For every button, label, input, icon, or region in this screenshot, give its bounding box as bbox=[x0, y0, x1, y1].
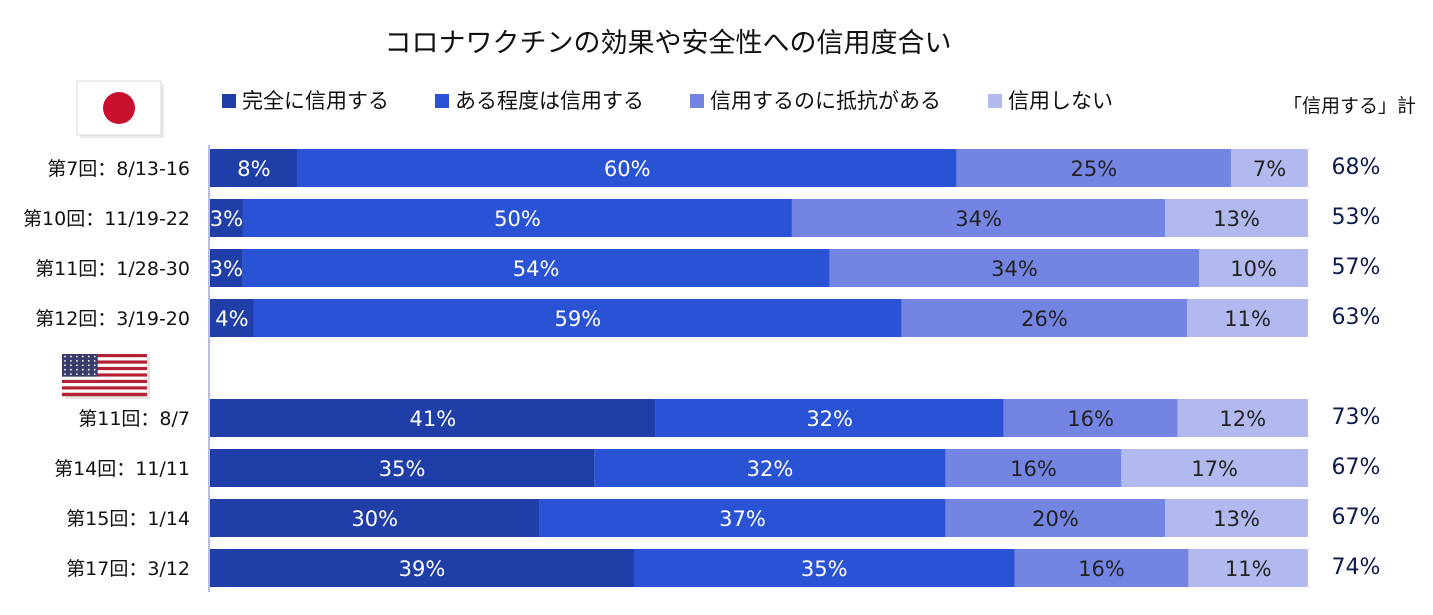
bar-segment bbox=[1003, 399, 1178, 437]
bar-segment bbox=[210, 399, 656, 437]
row-label: 第10回：11/19-22 bbox=[23, 208, 190, 230]
row-label: 第14回：11/11 bbox=[54, 458, 190, 480]
bar-segment bbox=[242, 249, 830, 287]
bar-value-label: 50% bbox=[494, 207, 541, 231]
bar-value-label: 54% bbox=[513, 257, 560, 281]
bar-value-label: 16% bbox=[1067, 407, 1114, 431]
row-total: 74% bbox=[1332, 555, 1381, 580]
row-total: 63% bbox=[1332, 305, 1381, 330]
bar-segment bbox=[1231, 149, 1308, 187]
legend-item: ある程度は信用する bbox=[455, 89, 644, 113]
row-label: 第12回：3/19-20 bbox=[35, 308, 190, 330]
row-total: 73% bbox=[1332, 405, 1381, 430]
bar-value-label: 13% bbox=[1213, 207, 1260, 231]
legend-swatch bbox=[988, 94, 1002, 108]
bar-value-label: 32% bbox=[747, 457, 794, 481]
bar-segment bbox=[539, 499, 946, 537]
bar-value-label: 59% bbox=[554, 307, 601, 331]
row-label: 第17回：3/12 bbox=[66, 558, 190, 580]
total-header: 「信用する」計 bbox=[1283, 95, 1416, 117]
bar-value-label: 16% bbox=[1010, 457, 1057, 481]
bar-value-label: 16% bbox=[1078, 557, 1125, 581]
row-total: 67% bbox=[1332, 455, 1381, 480]
row-label: 第7回：8/13-16 bbox=[47, 158, 190, 180]
japan-flag-icon bbox=[76, 80, 164, 138]
bar-value-label: 30% bbox=[351, 507, 398, 531]
bar-segment bbox=[945, 449, 1122, 487]
bar-segment bbox=[901, 299, 1188, 337]
bar-segment bbox=[945, 499, 1166, 537]
bar-segment bbox=[1165, 199, 1308, 237]
bar-segment bbox=[210, 249, 243, 287]
legend-swatch bbox=[435, 94, 449, 108]
legend-swatch bbox=[690, 94, 704, 108]
bar-value-label: 39% bbox=[399, 557, 446, 581]
bar-value-label: 37% bbox=[719, 507, 766, 531]
bar-value-label: 25% bbox=[1071, 157, 1118, 181]
bar-value-label: 4% bbox=[215, 307, 248, 331]
bar-value-label: 8% bbox=[237, 157, 270, 181]
row-total: 53% bbox=[1332, 205, 1381, 230]
legend-item: 信用するのに抵抗がある bbox=[710, 89, 941, 113]
bar-segment bbox=[210, 449, 595, 487]
legend-item: 信用しない bbox=[1008, 89, 1113, 113]
legend: 完全に信用する ある程度は信用する 信用するのに抵抗がある 信用しない bbox=[222, 89, 1113, 113]
bar-value-label: 7% bbox=[1253, 157, 1286, 181]
bar-segment bbox=[297, 149, 957, 187]
bar-value-label: 34% bbox=[991, 257, 1038, 281]
bar-value-label: 13% bbox=[1213, 507, 1260, 531]
bar-value-label: 17% bbox=[1191, 457, 1238, 481]
bar-value-label: 11% bbox=[1225, 557, 1272, 581]
bar-segment bbox=[242, 199, 792, 237]
legend-item: 完全に信用する bbox=[242, 89, 389, 113]
bar-segment bbox=[253, 299, 902, 337]
bar-value-label: 34% bbox=[955, 207, 1002, 231]
bar-segment bbox=[594, 449, 946, 487]
bar-value-label: 3% bbox=[210, 207, 243, 231]
row-label: 第11回：8/7 bbox=[78, 408, 190, 430]
bar-segment bbox=[1177, 399, 1308, 437]
bar-value-label: 41% bbox=[410, 407, 457, 431]
row-label: 第15回：1/14 bbox=[66, 508, 190, 530]
bar-value-label: 11% bbox=[1224, 307, 1271, 331]
bar-segment bbox=[956, 149, 1232, 187]
bar-value-label: 12% bbox=[1219, 407, 1266, 431]
row-total: 57% bbox=[1332, 255, 1381, 280]
bar-segment bbox=[1121, 449, 1308, 487]
bar-segment bbox=[655, 399, 1004, 437]
bar-segment bbox=[791, 199, 1166, 237]
bar-value-label: 35% bbox=[801, 557, 848, 581]
bar-segment bbox=[829, 249, 1200, 287]
bar-value-label: 20% bbox=[1032, 507, 1079, 531]
bar-segment bbox=[210, 499, 540, 537]
usa-flag-icon bbox=[62, 354, 150, 399]
bar-value-label: 26% bbox=[1021, 307, 1068, 331]
bar-value-label: 10% bbox=[1230, 257, 1277, 281]
bar-segment bbox=[1199, 249, 1308, 287]
legend-swatch bbox=[222, 94, 236, 108]
bar-segment bbox=[210, 149, 298, 187]
bars: 第7回：8/13-16 8% 60% 25% 7% 68% 第10回：11/19-22 3% 5… bbox=[23, 149, 1380, 587]
bar-segment bbox=[1014, 549, 1189, 587]
bar-value-label: 60% bbox=[604, 157, 651, 181]
bar-segment bbox=[210, 549, 634, 587]
bar-segment bbox=[1188, 549, 1308, 587]
bar-value-label: 3% bbox=[210, 257, 243, 281]
bar-segment bbox=[210, 299, 254, 337]
row-total: 68% bbox=[1332, 155, 1381, 180]
row-total: 67% bbox=[1332, 505, 1381, 530]
bar-segment bbox=[1165, 499, 1308, 537]
chart-title: コロナワクチンの効果や安全性への信用度合い bbox=[385, 28, 952, 59]
bar-value-label: 32% bbox=[806, 407, 853, 431]
bar-segment bbox=[633, 549, 1015, 587]
bar-segment bbox=[210, 199, 243, 237]
row-label: 第11回：1/28-30 bbox=[35, 258, 190, 280]
bar-value-label: 35% bbox=[379, 457, 426, 481]
bar-segment bbox=[1187, 299, 1308, 337]
